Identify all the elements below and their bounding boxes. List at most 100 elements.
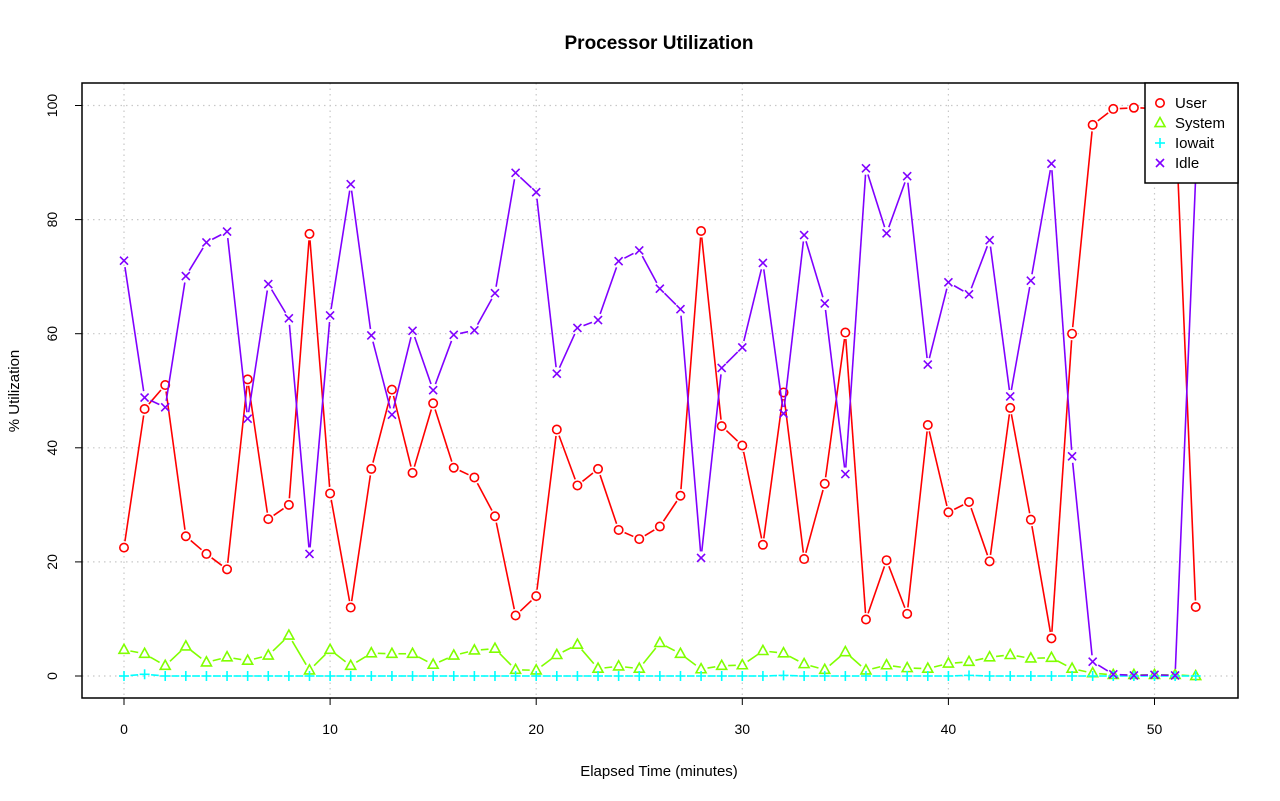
series-segment: [725, 429, 739, 442]
data-point: [1108, 103, 1119, 114]
data-point: [675, 490, 686, 501]
data-point: [757, 539, 768, 550]
series-segment: [762, 398, 784, 539]
data-point: [613, 671, 624, 681]
series-segment: [928, 288, 948, 359]
series-segment: [1010, 286, 1031, 391]
data-point: [428, 671, 439, 681]
data-point: [1065, 661, 1079, 673]
series-segment: [954, 661, 963, 664]
data-point: [138, 646, 151, 659]
x-tick-label: 0: [120, 721, 128, 737]
data-point: [304, 671, 315, 681]
data-point: [366, 463, 377, 474]
series-segment: [355, 655, 367, 664]
series-segment: [700, 374, 722, 552]
data-point: [1067, 671, 1078, 681]
data-point: [284, 313, 294, 323]
data-point: [180, 531, 191, 542]
series-segment: [1097, 112, 1109, 122]
data-point: [758, 258, 768, 268]
data-point: [1026, 276, 1036, 286]
series-segment: [151, 674, 159, 677]
data-point: [222, 564, 233, 575]
data-point: [572, 323, 582, 333]
series-segment: [392, 336, 412, 409]
series-segment: [743, 269, 763, 342]
series-segment: [459, 469, 469, 476]
data-point: [799, 554, 810, 565]
series-segment: [824, 309, 846, 468]
data-point: [840, 671, 851, 681]
data-point: [861, 163, 871, 173]
legend-marker-idle: [1155, 158, 1165, 168]
data-point: [1025, 514, 1036, 525]
data-point: [964, 670, 975, 681]
data-point: [696, 553, 706, 563]
data-point: [572, 671, 583, 681]
data-point: [593, 315, 603, 325]
data-point: [1046, 671, 1057, 681]
series-iowait: [119, 669, 1201, 681]
data-point: [325, 310, 335, 321]
series-segment: [480, 648, 489, 651]
data-point: [922, 671, 933, 681]
series-segment: [1097, 664, 1109, 672]
series-segment: [562, 646, 572, 653]
series-segment: [1174, 114, 1197, 601]
data-point: [819, 478, 830, 489]
data-point: [984, 671, 995, 681]
data-point: [200, 655, 213, 667]
series-segment: [124, 415, 145, 542]
y-axis: 0 20 40 60 80 100: [44, 94, 83, 680]
data-point: [531, 671, 542, 681]
legend-label-user: User: [1175, 95, 1207, 112]
data-point: [1128, 102, 1139, 113]
data-point: [593, 463, 604, 474]
data-point: [117, 642, 131, 655]
series-segment: [933, 664, 943, 668]
data-point: [571, 637, 584, 650]
data-point: [469, 472, 480, 483]
data-point: [304, 228, 315, 239]
data-point: [551, 424, 562, 435]
data-point: [243, 414, 253, 424]
series-segment: [247, 290, 269, 413]
series-segment: [169, 650, 182, 662]
series-segment: [742, 451, 763, 539]
series-segment: [434, 340, 453, 385]
series-segment: [953, 284, 964, 292]
data-point: [756, 643, 770, 656]
data-point: [964, 289, 974, 299]
series-segment: [824, 338, 846, 478]
data-point: [325, 488, 336, 499]
series-segment: [165, 282, 186, 401]
series-segment: [330, 190, 351, 310]
data-point: [716, 671, 727, 681]
data-point: [469, 671, 480, 681]
series-segment: [665, 645, 676, 652]
series-segment: [498, 652, 512, 666]
data-point: [902, 608, 913, 619]
legend-label-system: System: [1175, 115, 1225, 132]
series-segment: [558, 333, 576, 369]
series-segment: [130, 674, 139, 677]
data-point: [282, 628, 296, 640]
data-point: [490, 288, 500, 298]
series-segment: [190, 649, 202, 659]
data-point: [838, 644, 852, 657]
series-segment: [989, 246, 1011, 391]
data-point: [675, 671, 686, 681]
series-segment: [844, 174, 867, 468]
data-point: [447, 648, 461, 660]
data-point: [385, 646, 399, 659]
data-point: [119, 671, 129, 681]
series-segment: [350, 475, 372, 602]
series-segment: [783, 241, 805, 408]
series-segment: [989, 414, 1011, 555]
series-segment: [233, 657, 242, 661]
data-point: [634, 671, 645, 681]
series-segment: [540, 658, 553, 668]
legend-marker-user: [1155, 98, 1166, 109]
series-segment: [124, 266, 145, 392]
